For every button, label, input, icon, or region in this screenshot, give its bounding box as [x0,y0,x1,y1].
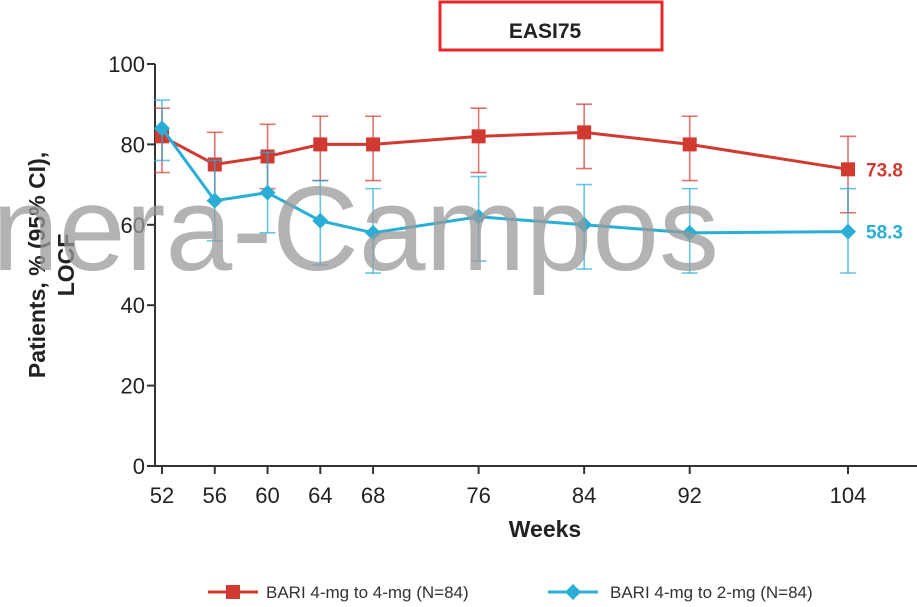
y-tick-label-20: 20 [121,374,145,399]
x-tick-label-84: 84 [572,483,596,508]
data-point [365,224,382,241]
data-point [366,137,381,152]
data-point [577,125,592,140]
data-point [576,216,593,233]
end-value-label: 58.3 [866,223,903,244]
legend-label-2mg: BARI 4-mg to 2-mg (N=84) [610,583,813,602]
watermark: nera-Campos [0,162,719,296]
data-point [154,120,170,137]
data-point [313,137,328,152]
series-layer: 73.8 58.3 [154,99,903,274]
y-axis-title: Patients, % (95% CI), [24,152,50,378]
y-tick-label-100: 100 [108,52,145,77]
data-point [682,137,697,152]
x-tick-label-60: 60 [255,483,279,508]
y-axis-title-line2: LOCF [53,234,79,297]
data-point [470,208,487,225]
series-1: 58.3 [154,99,903,274]
legend: BARI 4-mg to 4-mg (N=84) BARI 4-mg to 2-… [208,583,813,602]
legend-marker-2mg [565,584,581,600]
y-tick-label-40: 40 [121,293,145,318]
data-point [681,224,698,241]
title-box [438,0,664,52]
data-point [841,162,855,177]
data-point [259,184,276,201]
x-tick-label-56: 56 [203,483,227,508]
series-0: 73.8 [154,103,903,214]
x-tick-label-104: 104 [830,483,867,508]
data-point [471,129,486,144]
x-ticks: 52 56 60 64 68 76 84 92 104 [150,466,867,508]
x-tick-label-52: 52 [150,483,174,508]
y-tick-label-0: 0 [133,454,145,479]
end-value-label: 73.8 [866,160,903,181]
data-point [312,212,329,229]
y-tick-label-80: 80 [121,132,145,157]
chart-title: EASI75 [509,20,582,43]
x-axis-title: Weeks [509,516,581,542]
legend-label-4mg: BARI 4-mg to 4-mg (N=84) [266,583,469,602]
x-tick-label-64: 64 [308,483,332,508]
y-tick-label-60: 60 [121,213,145,238]
x-tick-label-76: 76 [466,483,490,508]
x-tick-label-68: 68 [361,483,385,508]
data-point [206,192,223,209]
x-tick-label-92: 92 [677,483,701,508]
legend-marker-4mg [226,585,240,599]
y-ticks: 0 20 40 60 80 100 [108,52,155,479]
data-point [840,223,856,240]
